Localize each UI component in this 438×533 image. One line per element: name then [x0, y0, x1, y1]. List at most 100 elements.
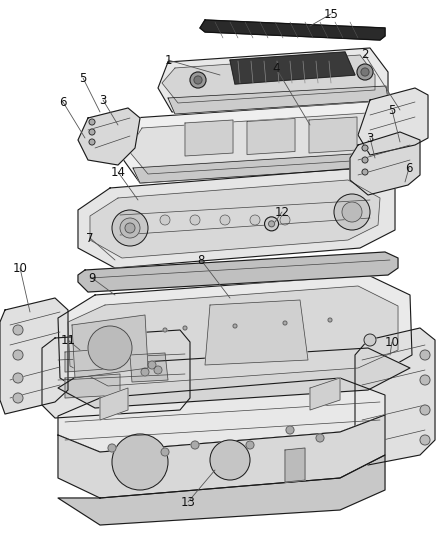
Circle shape [357, 64, 373, 80]
Circle shape [161, 448, 169, 456]
Circle shape [342, 202, 362, 222]
Polygon shape [58, 455, 385, 525]
Text: 6: 6 [405, 161, 413, 174]
Polygon shape [68, 286, 398, 386]
Text: 5: 5 [389, 103, 396, 117]
Circle shape [220, 215, 230, 225]
Circle shape [362, 145, 368, 151]
Circle shape [148, 361, 156, 369]
Polygon shape [247, 118, 295, 155]
Circle shape [13, 350, 23, 360]
Circle shape [420, 405, 430, 415]
Polygon shape [58, 348, 410, 408]
Circle shape [420, 375, 430, 385]
Polygon shape [0, 298, 68, 414]
Text: 13: 13 [180, 496, 195, 508]
Polygon shape [130, 353, 168, 382]
Polygon shape [168, 86, 388, 114]
Polygon shape [58, 275, 412, 400]
Circle shape [265, 217, 279, 231]
Polygon shape [158, 48, 388, 112]
Polygon shape [58, 378, 385, 452]
Circle shape [89, 129, 95, 135]
Circle shape [280, 215, 290, 225]
Text: 8: 8 [197, 254, 205, 266]
Polygon shape [90, 180, 380, 258]
Polygon shape [42, 330, 190, 418]
Circle shape [362, 169, 368, 175]
Polygon shape [350, 132, 420, 195]
Polygon shape [78, 168, 395, 268]
Polygon shape [128, 112, 398, 174]
Circle shape [316, 434, 324, 442]
Polygon shape [58, 415, 385, 498]
Text: 10: 10 [385, 335, 399, 349]
Text: 1: 1 [164, 53, 172, 67]
Circle shape [120, 218, 140, 238]
Circle shape [194, 76, 202, 84]
Circle shape [89, 119, 95, 125]
Polygon shape [310, 378, 340, 410]
Polygon shape [309, 117, 357, 153]
Polygon shape [162, 55, 375, 103]
Text: 9: 9 [88, 271, 96, 285]
Circle shape [13, 325, 23, 335]
Polygon shape [358, 88, 428, 155]
Text: 15: 15 [324, 7, 339, 20]
Polygon shape [205, 300, 308, 365]
Circle shape [364, 334, 376, 346]
Circle shape [88, 326, 132, 370]
Text: 10: 10 [13, 262, 28, 274]
Circle shape [420, 435, 430, 445]
Circle shape [154, 366, 162, 374]
Text: 3: 3 [366, 132, 374, 144]
Polygon shape [65, 374, 120, 398]
Circle shape [190, 215, 200, 225]
Polygon shape [200, 20, 385, 40]
Circle shape [233, 324, 237, 328]
Circle shape [89, 139, 95, 145]
Circle shape [361, 68, 369, 76]
Polygon shape [78, 108, 140, 165]
Circle shape [160, 215, 170, 225]
Circle shape [286, 426, 294, 434]
Circle shape [328, 318, 332, 322]
Polygon shape [120, 100, 415, 183]
Polygon shape [355, 328, 435, 465]
Circle shape [246, 441, 254, 449]
Polygon shape [230, 52, 355, 84]
Text: 6: 6 [59, 95, 67, 109]
Circle shape [183, 326, 187, 330]
Circle shape [334, 194, 370, 230]
Polygon shape [72, 315, 148, 378]
Polygon shape [100, 388, 128, 420]
Circle shape [283, 321, 287, 325]
Text: 4: 4 [272, 61, 280, 75]
Text: 3: 3 [99, 93, 107, 107]
Text: 14: 14 [110, 166, 126, 179]
Circle shape [125, 223, 135, 233]
Polygon shape [185, 120, 233, 156]
Text: 2: 2 [361, 49, 369, 61]
Polygon shape [133, 150, 415, 183]
Circle shape [268, 221, 275, 227]
Text: 11: 11 [60, 334, 75, 346]
Circle shape [250, 215, 260, 225]
Circle shape [112, 434, 168, 490]
Circle shape [163, 328, 167, 332]
Circle shape [13, 373, 23, 383]
Text: 12: 12 [275, 206, 290, 219]
Polygon shape [78, 252, 398, 292]
Polygon shape [65, 348, 120, 372]
Circle shape [13, 393, 23, 403]
Circle shape [108, 444, 116, 452]
Circle shape [141, 368, 149, 376]
Text: 7: 7 [86, 231, 94, 245]
Circle shape [190, 72, 206, 88]
Polygon shape [285, 448, 305, 482]
Circle shape [112, 210, 148, 246]
Circle shape [362, 157, 368, 163]
Circle shape [191, 441, 199, 449]
Circle shape [420, 350, 430, 360]
Circle shape [210, 440, 250, 480]
